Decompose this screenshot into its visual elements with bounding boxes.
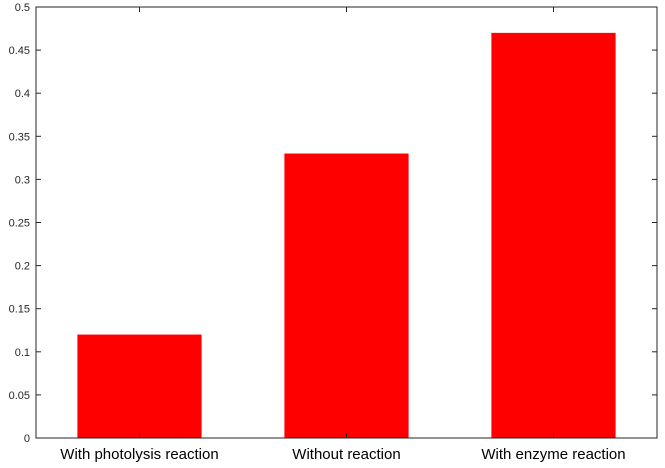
y-axis-ticks: 0 0.05 0.1 0.15 0.2 0.25 0.3 0.35 0.4 0.45 0.5 bbox=[9, 2, 657, 445]
y-tick-label: 0.4 bbox=[15, 88, 30, 100]
bar bbox=[284, 153, 409, 439]
axes-box bbox=[35, 6, 658, 439]
x-category-label: With photolysis reaction bbox=[60, 446, 218, 463]
axes-frame bbox=[35, 6, 658, 439]
y-tick-label: 0.25 bbox=[9, 218, 30, 230]
y-tick-label: 0.2 bbox=[15, 261, 30, 273]
bars bbox=[77, 32, 616, 439]
bar bbox=[77, 334, 202, 438]
y-tick-label: 0.15 bbox=[9, 304, 30, 316]
y-tick-label: 0.3 bbox=[15, 174, 30, 186]
y-tick-label: 0.45 bbox=[9, 45, 30, 57]
x-category-label: With enzyme reaction bbox=[481, 446, 625, 463]
bar bbox=[491, 32, 616, 439]
x-category-label: Without reaction bbox=[292, 446, 400, 463]
y-tick-label: 0.35 bbox=[9, 131, 30, 143]
y-tick-label: 0.5 bbox=[15, 2, 30, 14]
y-tick-label: 0 bbox=[24, 433, 30, 445]
x-axis-labels: With photolysis reaction Without reaction… bbox=[60, 7, 626, 463]
y-tick-label: 0.1 bbox=[15, 347, 30, 359]
y-tick-label: 0.05 bbox=[9, 390, 30, 402]
